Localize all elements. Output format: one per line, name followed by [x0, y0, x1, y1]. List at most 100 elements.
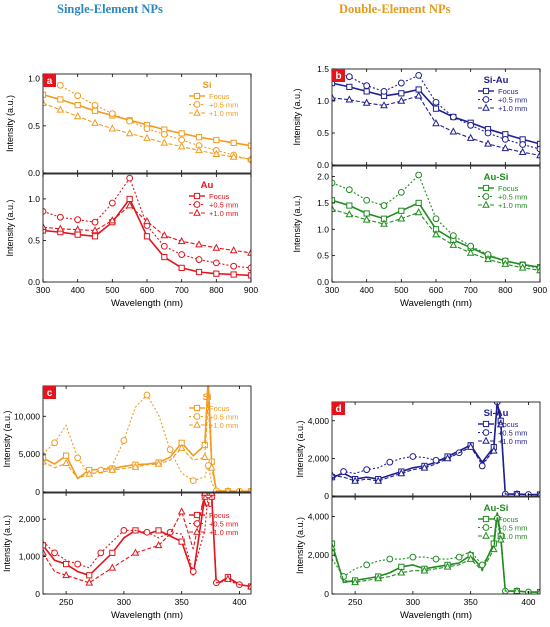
data-point: [432, 215, 440, 223]
data-point: [195, 256, 203, 263]
y-axis-label: Intensity (a.u.): [2, 410, 12, 467]
plot-area: [332, 512, 540, 594]
subplot-label: Si: [203, 392, 212, 403]
legend-label: +1.0 mm: [209, 528, 238, 537]
data-point: [466, 133, 475, 141]
panel-letter-bg: [332, 402, 345, 415]
y-tick-label: 0.5: [317, 128, 329, 138]
data-point: [432, 456, 440, 464]
data-point: [97, 549, 105, 557]
data-point: [432, 119, 440, 127]
legend-label: +0.5 mm: [209, 101, 238, 110]
legend: Focus+0.5 mm+1.0 mm: [189, 511, 238, 537]
data-point: [374, 476, 383, 484]
legend-label: +0.5 mm: [498, 96, 527, 105]
x-tick-label: 400: [232, 597, 246, 607]
data-point: [126, 174, 134, 182]
legend: Focus+0.5 mm+1.0 mm: [189, 404, 238, 430]
y-tick-label: 2,000: [308, 453, 330, 463]
x-axis-label: Wavelength (nm): [400, 298, 472, 309]
x-tick-label: 300: [325, 285, 339, 295]
data-point: [345, 73, 353, 81]
legend-marker: [482, 531, 490, 539]
legend-marker: [193, 101, 201, 108]
legend-label: +0.5 mm: [498, 429, 527, 438]
data-point: [351, 578, 359, 586]
legend-label: Focus: [498, 184, 519, 193]
x-tick-label: 900: [244, 285, 258, 295]
data-point: [62, 570, 70, 579]
legend-marker: [193, 108, 201, 116]
plot-area: [332, 171, 540, 274]
x-tick-label: 300: [36, 285, 50, 295]
y-axis-label: Intensity (a.u.): [292, 88, 302, 145]
data-point: [56, 224, 65, 232]
x-tick-label: 400: [360, 285, 374, 295]
data-point: [397, 214, 406, 222]
data-point: [501, 144, 510, 152]
data-point: [177, 236, 186, 245]
data-point: [178, 136, 186, 144]
subplot-label: Au-Si: [484, 172, 509, 183]
legend-marker: [482, 429, 490, 436]
data-point: [212, 149, 221, 157]
data-point: [195, 146, 203, 154]
data-point: [195, 268, 203, 276]
data-point: [143, 391, 151, 399]
data-point: [449, 232, 457, 240]
data-point: [432, 555, 440, 563]
subplot-label: Au: [201, 499, 214, 510]
data-point: [213, 270, 220, 277]
y-axis-label: Intensity (a.u.): [292, 195, 302, 252]
data-point: [397, 188, 405, 196]
plot-area: [43, 174, 251, 279]
data-point: [374, 574, 383, 582]
y-axis-label: Intensity (a.u.): [2, 515, 12, 572]
legend-marker: [193, 520, 201, 527]
data-point: [414, 91, 423, 99]
y-tick-label: 0.0: [28, 168, 40, 178]
y-tick-label: 1.0: [317, 224, 329, 234]
data-point: [73, 112, 82, 120]
data-point: [513, 586, 521, 594]
y-axis-label: Intensity (a.u.): [295, 517, 305, 574]
data-point: [160, 231, 169, 239]
subplot-label: Si: [203, 80, 212, 91]
data-point: [143, 528, 151, 536]
data-point: [62, 458, 70, 467]
y-tick-label: 0: [35, 589, 40, 599]
x-tick-label: 800: [209, 285, 223, 295]
y-tick-label: 1,000: [19, 552, 41, 562]
legend-label: Focus: [209, 92, 230, 101]
data-point: [380, 88, 388, 95]
data-point: [91, 233, 99, 240]
data-point: [200, 452, 209, 460]
data-point: [345, 186, 353, 194]
x-tick-label: 300: [117, 597, 131, 607]
data-point: [386, 555, 394, 563]
data-point: [409, 453, 417, 460]
legend-marker: [482, 524, 490, 531]
legend-label: Focus: [209, 192, 230, 201]
legend-label: +1.0 mm: [498, 104, 527, 113]
data-point: [363, 88, 370, 95]
x-tick-label: 800: [498, 285, 512, 295]
data-point: [397, 568, 406, 576]
data-point: [247, 264, 251, 272]
data-point: [160, 138, 169, 146]
data-point: [108, 465, 117, 473]
data-point: [484, 129, 492, 137]
data-point: [420, 463, 429, 471]
x-tick-label: 350: [464, 597, 478, 607]
y-tick-label: 1.0: [317, 96, 329, 106]
x-tick-label: 250: [59, 597, 73, 607]
data-point: [155, 527, 162, 534]
data-point: [332, 470, 336, 479]
series-line-10mm: [332, 402, 540, 496]
x-tick-label: 400: [71, 285, 85, 295]
legend: Focus+0.5 mm+1.0 mm: [478, 420, 527, 446]
data-point: [345, 95, 354, 103]
data-point: [63, 452, 70, 459]
